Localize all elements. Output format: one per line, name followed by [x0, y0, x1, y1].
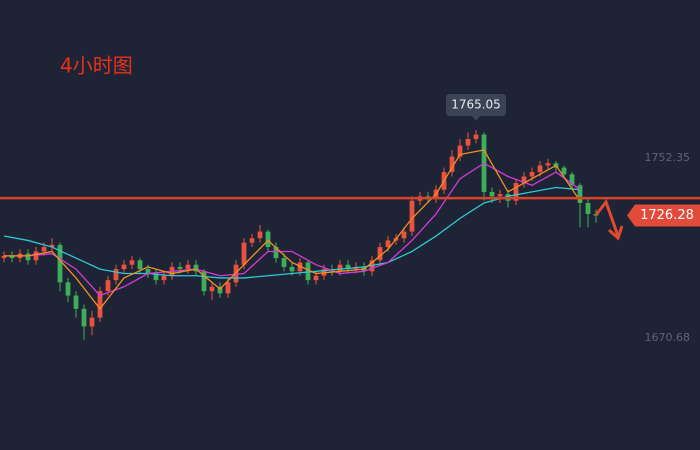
- candle-body: [249, 238, 255, 243]
- candle-body: [537, 165, 543, 173]
- candle-body: [257, 231, 263, 239]
- candle-body: [217, 286, 223, 294]
- candle-body: [337, 264, 343, 272]
- candle-body: [209, 286, 215, 292]
- candle-body: [105, 280, 111, 292]
- high-label-pointer: [472, 116, 480, 122]
- candle-body: [161, 275, 167, 281]
- candle-body: [289, 266, 295, 272]
- candle-body: [569, 174, 575, 186]
- high-label: 1765.05: [451, 98, 501, 112]
- arrow: [594, 198, 620, 237]
- candle-body: [497, 194, 503, 197]
- candle-body: [41, 247, 47, 252]
- moving-average: [3, 186, 581, 279]
- candle-body: [377, 247, 383, 261]
- candle-body: [185, 264, 191, 270]
- candle-body: [121, 264, 127, 270]
- arrow-head: [608, 225, 624, 241]
- candle-body: [57, 244, 63, 283]
- candle-body: [305, 262, 311, 281]
- candle-body: [73, 295, 79, 309]
- plot: 1670.68 1752.35 1765.05 1726.28: [0, 94, 700, 344]
- chart-title: 4小时图: [60, 54, 133, 78]
- candle-body: [585, 202, 591, 214]
- candle-body: [113, 269, 119, 281]
- candle-body: [153, 273, 159, 281]
- candle-body: [465, 138, 471, 146]
- candle-body: [177, 266, 183, 270]
- candle-body: [545, 163, 551, 166]
- candle-body: [145, 269, 151, 274]
- candle-body: [137, 260, 143, 270]
- candle-body: [33, 251, 39, 261]
- candle-body: [345, 264, 351, 270]
- candle-body: [529, 172, 535, 177]
- candle-body: [9, 255, 15, 259]
- candle-body: [385, 240, 391, 248]
- candle-body: [25, 253, 31, 261]
- candle-body: [241, 242, 247, 265]
- candle-body: [409, 200, 415, 232]
- y-tick-label: 1670.68: [645, 331, 691, 344]
- candle-body: [129, 260, 135, 265]
- candle-body: [281, 258, 287, 267]
- candle-body: [521, 176, 527, 184]
- candle-body: [81, 308, 87, 327]
- candle-body: [577, 185, 583, 203]
- y-tick-label: 1752.35: [645, 151, 691, 164]
- moving-average: [4, 149, 581, 310]
- candle-body: [193, 264, 199, 272]
- candle-body: [449, 156, 455, 173]
- moving-average: [4, 162, 581, 297]
- candle-body: [513, 183, 519, 201]
- last-price-label: 1726.28: [640, 208, 694, 223]
- candle-body: [561, 167, 567, 175]
- candle-body: [65, 282, 71, 296]
- candle-body: [265, 231, 271, 248]
- candle-body: [313, 275, 319, 281]
- last-price-box: [627, 204, 700, 227]
- candle-body: [201, 271, 207, 292]
- candle-body: [1, 255, 7, 259]
- candle-body: [457, 145, 463, 157]
- candle-body: [49, 244, 55, 248]
- candle-body: [297, 262, 303, 272]
- candle-body: [401, 231, 407, 239]
- candle-body: [89, 317, 95, 327]
- candle-body: [489, 191, 495, 197]
- candle-body: [273, 247, 279, 259]
- candle-body: [97, 291, 103, 318]
- candle-body: [225, 282, 231, 294]
- high-label-box: [446, 94, 506, 117]
- candle-body: [473, 134, 479, 139]
